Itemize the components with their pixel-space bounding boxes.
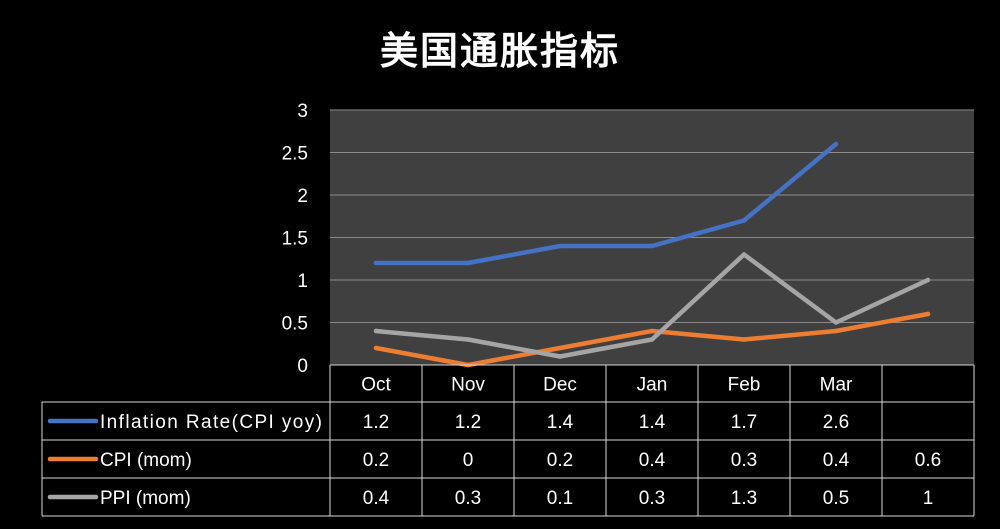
data-point xyxy=(557,345,563,351)
y-tick-label: 2.5 xyxy=(282,144,308,165)
data-point xyxy=(373,260,379,266)
data-table-value: 1 xyxy=(923,488,934,509)
data-point xyxy=(557,243,563,249)
series-line-1 xyxy=(373,141,839,266)
data-table-value: 0.2 xyxy=(547,450,573,471)
data-point xyxy=(465,260,471,266)
legend-label: CPI (mom) xyxy=(100,450,192,471)
chart-title: 美国通胀指标 xyxy=(379,29,620,73)
data-table-value: 0.3 xyxy=(731,450,757,471)
data-table-value: 0.2 xyxy=(363,450,389,471)
data-point xyxy=(373,345,379,351)
data-point xyxy=(649,243,655,249)
data-table-value: 1.2 xyxy=(455,412,481,433)
data-point xyxy=(741,252,747,257)
data-table-value: 1.7 xyxy=(731,412,757,433)
data-table-value: 0 xyxy=(463,450,474,471)
y-tick-label: 2 xyxy=(297,186,308,207)
data-point xyxy=(465,337,471,342)
data-table-value: 2.6 xyxy=(823,412,849,433)
y-tick-label: 0.5 xyxy=(282,314,308,335)
data-table-value: 0.6 xyxy=(915,450,941,471)
y-tick-label: 3 xyxy=(297,101,308,122)
data-table-value: 0.4 xyxy=(363,488,390,509)
data-table-value: 0.3 xyxy=(455,488,481,509)
data-point xyxy=(557,354,563,359)
data-point xyxy=(833,141,839,147)
data-table-value: 0.4 xyxy=(823,450,850,471)
x-category-label: Nov xyxy=(451,375,485,396)
legend-label: Inflation Rate(CPI yoy) xyxy=(100,412,322,433)
x-category-label: Feb xyxy=(728,375,761,396)
data-table-value: 0.4 xyxy=(639,450,666,471)
legend-label: PPI (mom) xyxy=(100,488,191,509)
data-table-value: 1.2 xyxy=(363,412,389,433)
data-table-value: 1.4 xyxy=(639,412,666,433)
data-point xyxy=(373,328,379,334)
data-point xyxy=(833,328,839,334)
data-table-value: 1.3 xyxy=(731,488,757,509)
data-point xyxy=(649,328,655,334)
data-table-value: 0.5 xyxy=(823,488,849,509)
data-point xyxy=(649,337,655,342)
data-table-value: 0.1 xyxy=(547,488,573,509)
x-category-label: Dec xyxy=(543,375,577,396)
data-point xyxy=(925,277,931,283)
x-category-label: Mar xyxy=(820,375,853,396)
data-point xyxy=(741,337,747,342)
y-tick-label: 1.5 xyxy=(282,229,308,250)
data-point xyxy=(925,311,931,317)
data-point xyxy=(833,320,839,325)
y-tick-label: 0 xyxy=(297,356,308,377)
data-table-value: 0.3 xyxy=(639,488,665,509)
x-category-label: Jan xyxy=(637,375,668,396)
x-category-label: Oct xyxy=(361,375,391,396)
data-point xyxy=(741,218,747,223)
y-tick-label: 1 xyxy=(297,271,308,292)
data-table-value: 1.4 xyxy=(547,412,574,433)
